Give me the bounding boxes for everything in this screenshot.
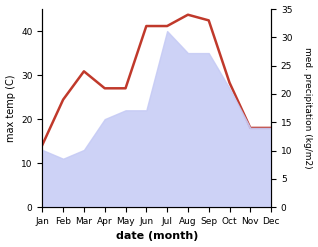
Y-axis label: max temp (C): max temp (C) [5,74,16,142]
Y-axis label: med. precipitation (kg/m2): med. precipitation (kg/m2) [303,47,313,169]
X-axis label: date (month): date (month) [115,231,198,242]
